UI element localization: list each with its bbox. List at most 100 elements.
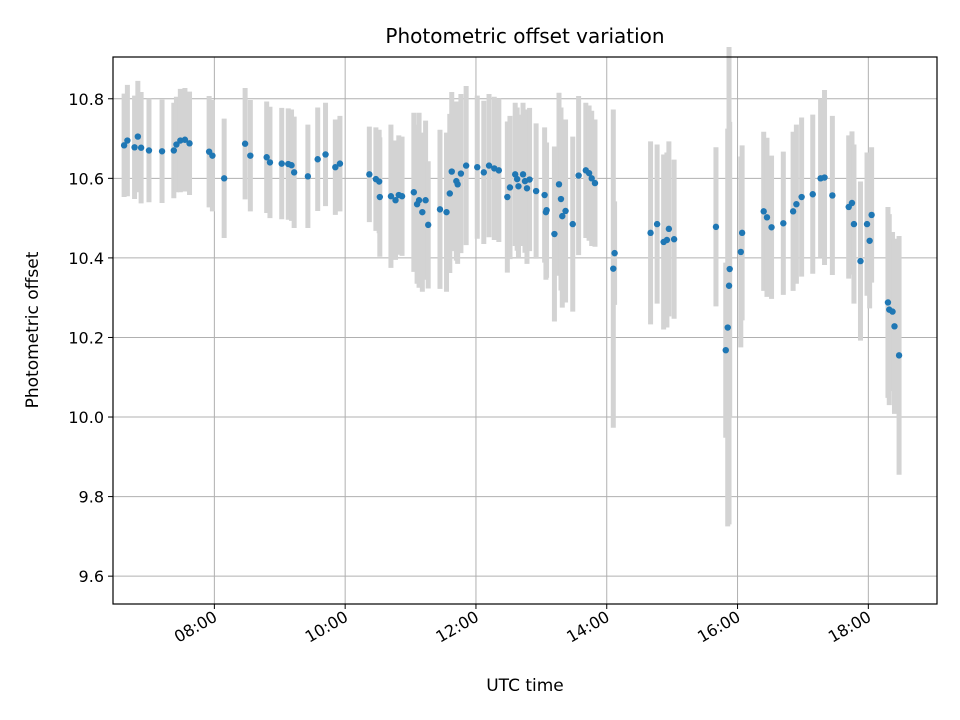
data-point — [336, 160, 344, 167]
y-tick-label: 9.6 — [79, 567, 104, 586]
data-point — [173, 141, 180, 148]
data-point — [506, 184, 514, 191]
data-point — [519, 171, 527, 178]
data-point — [448, 168, 455, 175]
data-point — [422, 197, 429, 204]
data-point — [850, 220, 858, 228]
data-point — [513, 175, 521, 183]
plot-area-frame — [112, 56, 938, 605]
data-point — [780, 220, 787, 227]
data-point — [480, 169, 487, 176]
data-point — [798, 193, 805, 201]
data-point — [670, 236, 678, 243]
chart-title: Photometric offset variation — [385, 24, 664, 48]
data-point — [793, 200, 800, 208]
data-point — [278, 160, 285, 167]
y-tick-label: 10.2 — [68, 328, 104, 347]
data-point — [559, 212, 566, 220]
data-point — [863, 220, 871, 228]
data-point — [425, 221, 432, 229]
data-point — [726, 265, 733, 273]
data-point — [653, 220, 661, 228]
data-point — [387, 193, 395, 200]
data-point — [170, 147, 178, 154]
data-point — [515, 183, 522, 190]
data-point — [398, 193, 406, 200]
data-point — [889, 308, 896, 315]
data-point — [446, 190, 453, 197]
data-point — [760, 208, 767, 215]
data-point — [737, 248, 745, 256]
data-point — [134, 133, 142, 140]
data-point — [131, 144, 138, 151]
data-point — [158, 148, 166, 155]
data-point — [462, 162, 470, 169]
data-point — [857, 257, 864, 265]
data-point — [322, 151, 329, 158]
data-point — [557, 195, 565, 203]
data-point — [610, 265, 617, 272]
data-point — [866, 237, 873, 244]
data-point — [288, 162, 295, 169]
data-point — [569, 220, 576, 228]
data-point — [304, 173, 312, 180]
data-point — [575, 172, 582, 179]
data-point — [474, 163, 481, 171]
data-point — [611, 249, 618, 257]
data-point — [551, 230, 558, 238]
data-point — [555, 181, 563, 188]
data-point — [137, 144, 145, 151]
data-point — [209, 152, 216, 159]
data-point — [725, 282, 733, 289]
data-point — [504, 193, 511, 201]
data-point — [332, 163, 339, 171]
data-point — [821, 174, 828, 181]
data-point — [722, 346, 729, 354]
data-point — [181, 136, 189, 143]
data-point — [663, 236, 671, 244]
data-point — [266, 159, 274, 166]
data-point — [724, 324, 731, 331]
data-point — [415, 197, 423, 204]
y-axis-title: Photometric offset — [23, 251, 43, 408]
data-point — [884, 299, 892, 306]
data-point — [375, 178, 383, 185]
x-axis-title: UTC time — [486, 676, 564, 696]
data-point — [314, 156, 321, 163]
data-point — [562, 207, 569, 215]
data-point — [392, 197, 399, 204]
data-point — [124, 137, 131, 144]
data-point — [263, 154, 270, 161]
data-point — [591, 179, 599, 187]
data-point — [120, 142, 128, 149]
data-point — [809, 191, 816, 198]
data-point — [541, 191, 548, 199]
data-point — [290, 169, 298, 176]
data-point — [712, 223, 720, 231]
data-point — [848, 199, 856, 207]
y-tick-label: 10.4 — [68, 249, 104, 268]
data-point — [145, 147, 153, 154]
data-point — [738, 229, 746, 237]
data-point — [457, 170, 465, 177]
data-point — [868, 211, 875, 219]
data-point — [768, 224, 775, 231]
data-point — [647, 229, 654, 237]
data-point — [436, 206, 444, 213]
data-point — [585, 169, 593, 177]
data-point — [419, 208, 426, 216]
data-point — [532, 187, 540, 195]
data-point — [526, 176, 533, 183]
data-point — [891, 323, 898, 330]
data-point — [241, 140, 249, 147]
data-point — [763, 214, 771, 221]
data-point — [665, 225, 673, 233]
data-point — [895, 352, 903, 359]
data-point — [542, 208, 550, 216]
data-point — [829, 192, 836, 199]
data-point — [454, 181, 461, 188]
y-tick-label: 10.0 — [68, 408, 104, 427]
y-tick-label: 10.6 — [68, 169, 104, 188]
